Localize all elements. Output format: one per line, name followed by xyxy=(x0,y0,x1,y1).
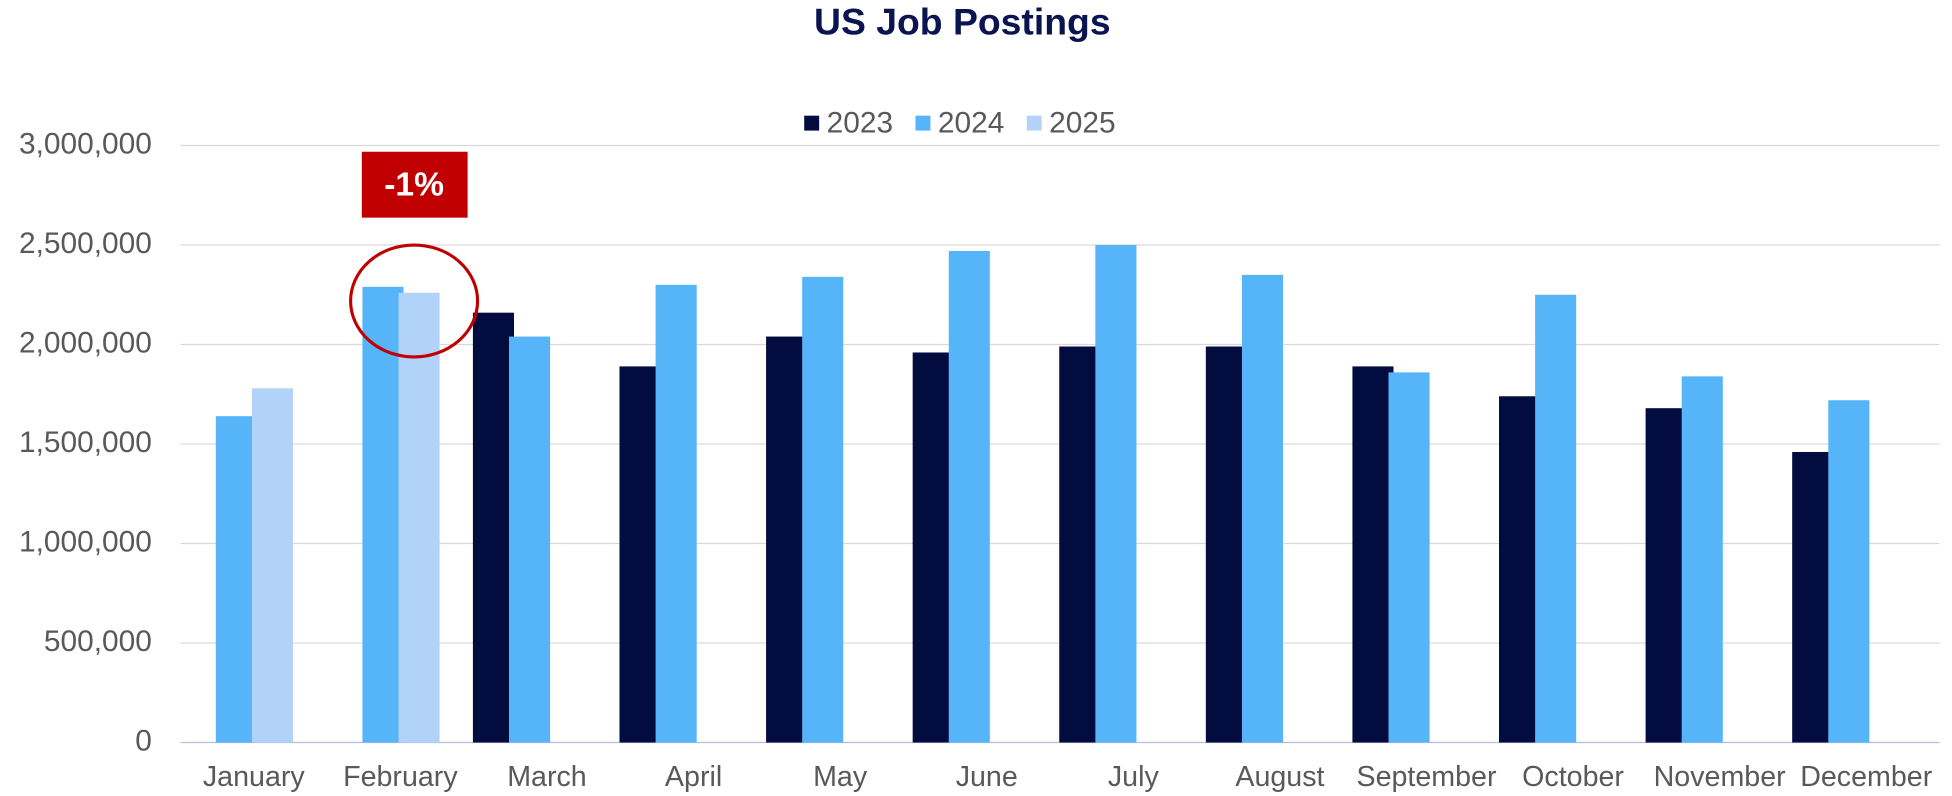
x-tick-label: March xyxy=(507,761,587,793)
bar xyxy=(1645,408,1687,743)
chart-title: US Job Postings xyxy=(814,1,1111,43)
x-tick-label: December xyxy=(1800,761,1933,793)
x-tick-label: January xyxy=(203,761,306,793)
bar xyxy=(948,250,990,743)
x-tick-label: February xyxy=(343,761,458,793)
bar xyxy=(1499,396,1541,743)
bar xyxy=(1241,274,1284,743)
bar xyxy=(912,352,954,743)
bar xyxy=(1828,400,1870,743)
bar xyxy=(398,292,440,743)
bar xyxy=(1059,346,1101,743)
bar xyxy=(802,276,844,743)
bar xyxy=(472,312,514,743)
y-tick-label: 2,500,000 xyxy=(19,227,152,260)
bar xyxy=(1388,372,1430,743)
x-tick-label: July xyxy=(1108,761,1160,793)
bar xyxy=(1681,376,1723,743)
annotation-text: -1% xyxy=(384,166,444,203)
annotation-ellipse xyxy=(349,243,480,359)
x-tick-label: August xyxy=(1235,761,1324,793)
legend-swatch xyxy=(804,115,820,131)
bar xyxy=(1095,245,1137,743)
bar xyxy=(619,366,661,743)
bar xyxy=(1535,294,1577,743)
y-tick-label: 500,000 xyxy=(44,625,152,658)
x-tick-label: April xyxy=(665,761,722,793)
y-tick-label: 0 xyxy=(135,724,152,757)
legend-label: 2025 xyxy=(1049,106,1115,139)
legend-swatch xyxy=(1026,115,1042,131)
x-tick-label: September xyxy=(1356,761,1496,793)
y-tick-label: 2,000,000 xyxy=(19,326,152,359)
y-tick-label: 3,000,000 xyxy=(19,127,152,160)
x-tick-label: May xyxy=(813,761,868,793)
bar xyxy=(215,416,257,743)
bar xyxy=(766,336,808,743)
legend-label: 2023 xyxy=(827,106,893,139)
y-tick-label: 1,500,000 xyxy=(19,426,152,459)
bar xyxy=(1352,366,1394,743)
legend-swatch xyxy=(915,115,931,131)
annotation-box xyxy=(361,151,468,218)
bar xyxy=(655,284,697,743)
x-tick-label: October xyxy=(1522,761,1624,793)
bar xyxy=(251,388,294,743)
x-tick-label: November xyxy=(1654,761,1787,793)
bar xyxy=(509,336,551,743)
y-tick-label: 1,000,000 xyxy=(19,525,152,558)
bar xyxy=(1792,451,1834,743)
bar xyxy=(362,286,404,743)
bar xyxy=(1205,346,1247,743)
x-tick-label: June xyxy=(956,761,1018,793)
legend-label: 2024 xyxy=(938,106,1004,139)
